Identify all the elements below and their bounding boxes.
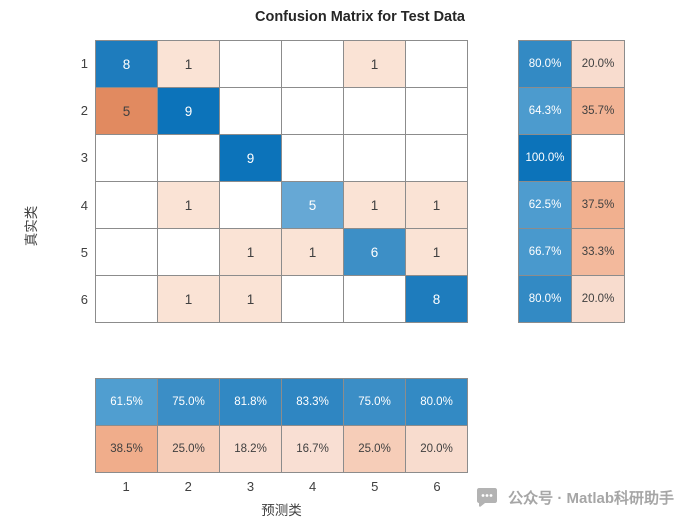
matrix-cell-r3c4: [282, 135, 344, 182]
matrix-cell-r2c4: [282, 88, 344, 135]
matrix-cell-r5c4: 1: [282, 229, 344, 276]
y-axis-ticks: 1 2 3 4 5 6: [56, 40, 88, 323]
row-summary-cell-r5c2: 33.3%: [572, 229, 625, 276]
col-summary-cell-r2c4: 16.7%: [282, 426, 344, 473]
x-tick-2: 2: [184, 479, 192, 494]
matrix-cell-r6c6: 8: [406, 276, 468, 323]
col-summary-cell-r2c6: 20.0%: [406, 426, 468, 473]
matrix-cell-r2c6: [406, 88, 468, 135]
row-summary-cell-r3c1: 100.0%: [519, 135, 572, 182]
row-summary-grid: 80.0% 20.0% 64.3% 35.7% 100.0% 62.5% 37.5% 66.7…: [518, 40, 625, 323]
matrix-cell-r4c2: 1: [158, 182, 220, 229]
matrix-cell-r6c1: [96, 276, 158, 323]
matrix-cell-r1c5: 1: [344, 41, 406, 88]
x-axis-label: 预测类: [261, 503, 302, 518]
matrix-cell-r4c1: [96, 182, 158, 229]
chat-bubble-icon: [477, 488, 498, 507]
y-tick-2: 2: [80, 103, 88, 119]
matrix-cell-r4c6: 1: [406, 182, 468, 229]
row-summary-cell-r1c2: 20.0%: [572, 41, 625, 88]
matrix-cell-r4c5: 1: [344, 182, 406, 229]
matrix-cell-r6c4: [282, 276, 344, 323]
col-summary-cell-r1c2: 75.0%: [158, 379, 220, 426]
col-summary-cell-r1c4: 83.3%: [282, 379, 344, 426]
y-tick-5: 5: [80, 244, 88, 260]
matrix-cell-r6c2: 1: [158, 276, 220, 323]
matrix-cell-r4c3: [220, 182, 282, 229]
matrix-cell-r6c3: 1: [220, 276, 282, 323]
matrix-cell-r5c2: [158, 229, 220, 276]
matrix-cell-r3c5: [344, 135, 406, 182]
y-axis-label: 真实类: [24, 205, 39, 247]
matrix-cell-r2c3: [220, 88, 282, 135]
x-tick-1: 1: [122, 479, 130, 494]
row-summary-cell-r2c2: 35.7%: [572, 88, 625, 135]
y-tick-1: 1: [80, 56, 88, 72]
matrix-cell-r5c3: 1: [220, 229, 282, 276]
matrix-cell-r5c1: [96, 229, 158, 276]
col-summary-cell-r2c2: 25.0%: [158, 426, 220, 473]
matrix-cell-r5c6: 1: [406, 229, 468, 276]
col-summary-cell-r1c5: 75.0%: [344, 379, 406, 426]
matrix-cell-r1c2: 1: [158, 41, 220, 88]
x-tick-4: 4: [308, 479, 317, 494]
y-tick-3: 3: [80, 150, 88, 166]
col-summary-cell-r1c1: 61.5%: [96, 379, 158, 426]
row-summary-cell-r2c1: 64.3%: [519, 88, 572, 135]
matrix-cell-r1c1: 8: [96, 41, 158, 88]
matrix-cell-r3c1: [96, 135, 158, 182]
col-summary-cell-r2c3: 18.2%: [220, 426, 282, 473]
row-summary-cell-r1c1: 80.0%: [519, 41, 572, 88]
x-tick-6: 6: [433, 479, 441, 494]
matrix-cell-r3c2: [158, 135, 220, 182]
col-summary-cell-r2c5: 25.0%: [344, 426, 406, 473]
matrix-cell-r2c5: [344, 88, 406, 135]
row-summary-cell-r6c1: 80.0%: [519, 276, 572, 323]
matrix-cell-r5c5: 6: [344, 229, 406, 276]
watermark-text: 公众号 · Matlab科研助手: [508, 489, 674, 507]
x-tick-3: 3: [246, 479, 255, 494]
matrix-cell-r2c1: 5: [96, 88, 158, 135]
row-summary-cell-r4c2: 37.5%: [572, 182, 625, 229]
col-summary-cell-r2c1: 38.5%: [96, 426, 158, 473]
x-tick-5: 5: [371, 479, 379, 494]
row-summary-cell-r5c1: 66.7%: [519, 229, 572, 276]
column-summary-grid: 61.5% 75.0% 81.8% 83.3% 75.0% 80.0% 38.5% 25.0%…: [95, 378, 468, 473]
row-summary-cell-r3c2: [572, 135, 625, 182]
col-summary-cell-r1c6: 80.0%: [406, 379, 468, 426]
matrix-cell-r1c4: [282, 41, 344, 88]
matrix-cell-r1c3: [220, 41, 282, 88]
y-tick-4: 4: [80, 197, 88, 213]
matrix-cell-r2c2: 9: [158, 88, 220, 135]
matrix-cell-r1c6: [406, 41, 468, 88]
x-axis-ticks: 1 2 3 4 5 6: [95, 479, 468, 494]
watermark: 公众号 · Matlab科研助手: [475, 485, 674, 509]
matrix-cell-r3c3: 9: [220, 135, 282, 182]
y-tick-6: 6: [80, 291, 88, 307]
matrix-cell-r3c6: [406, 135, 468, 182]
row-summary-cell-r4c1: 62.5%: [519, 182, 572, 229]
row-summary-cell-r6c2: 20.0%: [572, 276, 625, 323]
chart-title: Confusion Matrix for Test Data: [255, 9, 465, 25]
col-summary-cell-r1c3: 81.8%: [220, 379, 282, 426]
matrix-cell-r4c4: 5: [282, 182, 344, 229]
matrix-cell-r6c5: [344, 276, 406, 323]
